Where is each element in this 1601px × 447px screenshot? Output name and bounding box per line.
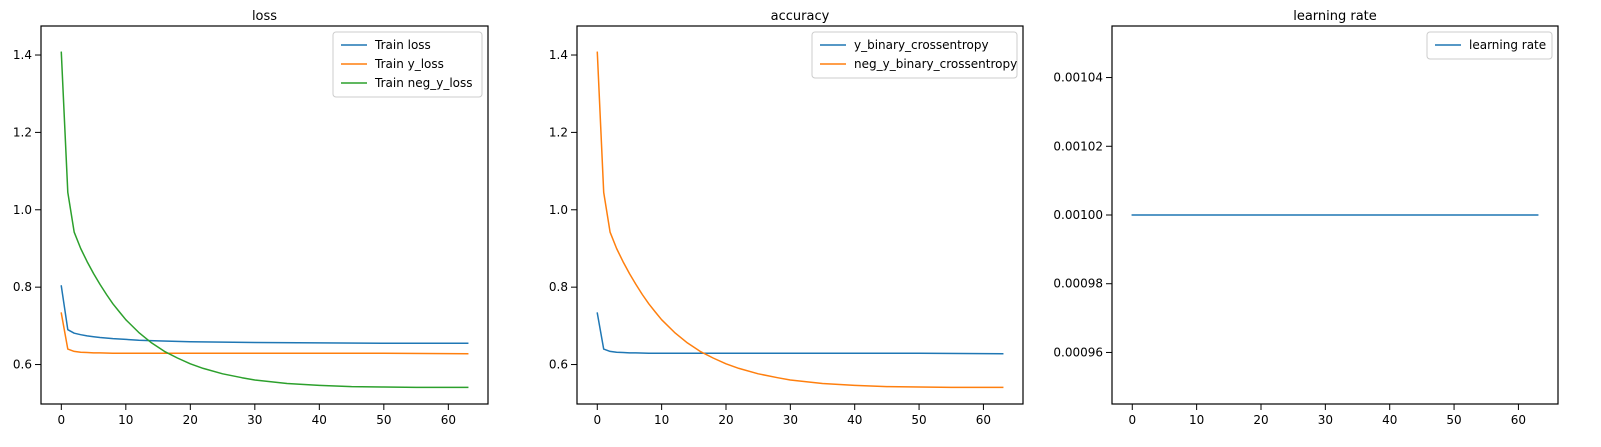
x-tick-label: 10 xyxy=(654,413,669,427)
plot-frame xyxy=(40,25,489,405)
y-tick-label: 1.2 xyxy=(549,125,568,139)
y-tick-label: 1.0 xyxy=(13,203,32,217)
x-tick-label: 60 xyxy=(441,413,456,427)
x-tick-label: 0 xyxy=(57,413,65,427)
x-tick-label: 20 xyxy=(718,413,733,427)
x-tick-label: 30 xyxy=(783,413,798,427)
y-tick-label: 0.8 xyxy=(549,280,568,294)
x-tick-label: 50 xyxy=(376,413,391,427)
series-line-1 xyxy=(596,312,1004,355)
y-tick-label: 0.00098 xyxy=(1053,277,1103,291)
x-tick-label: 60 xyxy=(976,413,991,427)
y-tick-label: 0.00104 xyxy=(1053,71,1103,85)
x-tick-label: 20 xyxy=(183,413,198,427)
x-tick-label: 40 xyxy=(847,413,862,427)
plot-frame xyxy=(576,25,1024,405)
x-tick-label: 10 xyxy=(1189,413,1204,427)
y-tick-label: 0.6 xyxy=(13,358,32,372)
series-line-1 xyxy=(60,285,469,345)
legend-label: Train loss xyxy=(374,38,431,52)
legend: y_binary_crossentropy neg_y_binary_crosse… xyxy=(811,31,1018,79)
chart-panel-3: learning rate 0 10 20 30 40 50 60 0.00096 0.00098… xyxy=(1053,9,1559,427)
chart-panel-1: loss 0 10 20 30 40 50 60 0.6 0.8 1.0 1.2 1.4 Train lo… xyxy=(13,9,489,427)
x-tick-label: 20 xyxy=(1253,413,1268,427)
legend: learning rate xyxy=(1426,31,1553,60)
x-tick-label: 10 xyxy=(118,413,133,427)
y-tick-label: 1.2 xyxy=(13,125,32,139)
legend-label: y_binary_crossentropy xyxy=(854,38,989,52)
x-tick-label: 60 xyxy=(1511,413,1526,427)
chart-title: accuracy xyxy=(771,9,830,24)
x-tick-label: 40 xyxy=(1382,413,1397,427)
legend-box xyxy=(1426,31,1553,60)
legend: Train loss Train y_loss Train neg_y_loss xyxy=(332,31,483,98)
series-line-2 xyxy=(60,312,469,355)
x-tick-label: 50 xyxy=(1446,413,1461,427)
y-tick-label: 0.8 xyxy=(13,280,32,294)
x-tick-label: 0 xyxy=(1128,413,1136,427)
y-tick-label: 1.4 xyxy=(13,48,32,62)
y-tick-label: 0.00102 xyxy=(1053,139,1103,153)
y-tick-label: 0.6 xyxy=(549,358,568,372)
chart-title: learning rate xyxy=(1293,9,1377,24)
x-tick-label: 0 xyxy=(593,413,601,427)
y-tick-label: 1.0 xyxy=(549,203,568,217)
y-tick-label: 0.00100 xyxy=(1053,208,1103,222)
y-tick-label: 1.4 xyxy=(549,48,568,62)
legend-box xyxy=(811,31,1018,79)
x-tick-label: 40 xyxy=(312,413,327,427)
y-tick-label: 0.00096 xyxy=(1053,345,1103,359)
series-line-3 xyxy=(60,51,469,389)
legend-label: neg_y_binary_crossentropy xyxy=(854,57,1017,71)
series-line-2 xyxy=(596,51,1004,389)
legend-label: learning rate xyxy=(1469,38,1546,52)
legend-label: Train neg_y_loss xyxy=(374,76,473,90)
legend-box xyxy=(332,31,483,98)
legend-label: Train y_loss xyxy=(374,57,444,71)
chart-title: loss xyxy=(252,9,277,24)
x-tick-label: 30 xyxy=(1318,413,1333,427)
x-tick-label: 50 xyxy=(911,413,926,427)
chart-panel-2: accuracy 0 10 20 30 40 50 60 0.6 0.8 1.0 1.2 1.4 y_bi… xyxy=(549,9,1024,427)
x-tick-label: 30 xyxy=(247,413,262,427)
